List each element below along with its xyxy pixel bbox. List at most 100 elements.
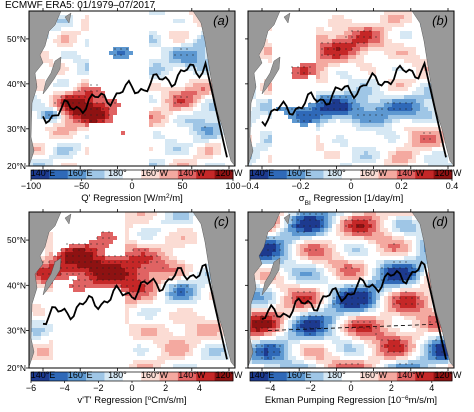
colorbar-tick-label: −4 (265, 383, 275, 393)
colorbar-segment (104, 372, 124, 381)
x-tick-label: 140°E (31, 168, 56, 178)
colorbar-segment (214, 170, 234, 179)
colorbar-segment (177, 170, 197, 179)
land-kamchatka (64, 213, 72, 225)
x-tick-label: 120°W (434, 168, 462, 178)
x-tick-label: 180° (327, 168, 346, 178)
y-tick-label: 40°N (7, 280, 26, 290)
colorbar-segment (360, 372, 380, 381)
x-tick-label: 180° (108, 370, 127, 380)
map-panel-2: (b) −0.4 −0.2 0 0.2 0.4 σBI Regression [1/day/… (241, 8, 458, 207)
x-tick-label: 160°W (360, 168, 388, 178)
colorbar-tick-label: −0.2 (292, 181, 310, 191)
colorbar-segment (305, 170, 324, 179)
colorbar-tick-label: 0 (129, 383, 134, 393)
land-japan (42, 56, 62, 95)
x-tick-label: 140°E (31, 370, 56, 380)
land-kamchatka (283, 213, 291, 225)
colorbar-tick-label: 2 (389, 383, 394, 393)
colorbar-segment (415, 372, 435, 381)
colorbar-segment (159, 372, 179, 381)
map-field-2 (248, 11, 454, 166)
land-asia (29, 11, 62, 166)
colorbar-tick-label: −6 (26, 383, 36, 393)
y-tick-label: 20°N (7, 363, 26, 373)
colorbar-3: −6 −4 −2 0 2 4 v'T' Regression [oCm/s/m] (26, 371, 234, 407)
colorbar-segment (196, 372, 216, 381)
y-tick-label: 50°N (7, 235, 26, 245)
colorbar-segment (177, 372, 197, 381)
colorbar-title: v'T' Regression [oCm/s/m] (77, 395, 186, 407)
x-tick-label: 120°W (215, 168, 243, 178)
x-tick-labels-4: 140°E 160°E 180° 160°W 140°W 120°W (250, 370, 462, 380)
y-tick-label: 30°N (7, 124, 26, 134)
x-tick-label: 160°E (68, 168, 93, 178)
colorbar-segment (360, 170, 380, 179)
colorbar-tick-label: 4 (197, 383, 202, 393)
colorbar-segment (159, 170, 179, 179)
colorbar-segment (122, 372, 142, 381)
map-panel-4: (d) −4 −2 0 2 4 Ekman Pumping Regression [10−6… (245, 209, 455, 407)
sst-front-line (42, 263, 228, 360)
colorbar-segment (378, 372, 398, 381)
map-frame (247, 211, 455, 369)
land-kamchatka (283, 12, 291, 24)
colorbar-tick-label: 2 (163, 383, 168, 393)
x-tick-label: 160°E (287, 168, 312, 178)
colorbar-tick-label: 0 (348, 383, 353, 393)
map-frame (247, 10, 455, 167)
land-japan (261, 257, 281, 296)
x-tick-label: 140°W (178, 370, 206, 380)
panel-label: (d) (432, 214, 448, 229)
colorbar-title: Ekman Pumping Regression [10−6m/s/m] (265, 395, 437, 407)
colorbar-segment (286, 170, 306, 179)
panel-label: (b) (432, 13, 448, 28)
colorbar-segment (286, 372, 306, 381)
colorbar-segment (196, 170, 216, 179)
colorbar-segment (396, 170, 416, 179)
colorbar-segment (268, 372, 288, 381)
colorbar-segment (433, 170, 453, 179)
colorbar-segment (250, 170, 269, 179)
colorbar-tick-label: 50 (177, 181, 187, 191)
colorbar-segment (214, 372, 234, 381)
colorbar-tick-label: −2 (93, 383, 103, 393)
colorbar-tick-label: −50 (74, 181, 89, 191)
colorbar-segment (433, 372, 453, 381)
colorbar-4: −4 −2 0 2 4 Ekman Pumping Regression [10−6m/s… (249, 371, 453, 407)
map-panel-1: 50°N 40°N 30°N 20°N (a) −100 −50 0 50 100 Q' Regre… (7, 8, 241, 204)
map-field-4 (248, 212, 454, 368)
figure-header: ECMWF ERA5: 01/1979–07/2017 (5, 0, 156, 11)
panel-label: (c) (214, 214, 229, 229)
x-tick-label: 160°W (141, 168, 169, 178)
land-japan (261, 56, 281, 95)
x-tick-label: 140°E (250, 168, 275, 178)
x-tick-label: 140°W (178, 168, 206, 178)
colorbar-segment (67, 372, 87, 381)
colorbar-segment (341, 372, 361, 381)
x-tick-label: 120°W (215, 370, 243, 380)
land-asia (29, 212, 62, 368)
x-tick-labels-2: 140°E 160°E 180° 160°W 140°W 120°W (250, 168, 462, 178)
land-asia (248, 11, 281, 166)
land-north-america (411, 212, 454, 368)
colorbar-tick-label: −2 (305, 383, 315, 393)
x-tick-label: 160°W (141, 370, 169, 380)
colorbar-tick-label: −100 (21, 181, 41, 191)
x-tick-label: 120°W (434, 370, 462, 380)
map-field-3 (29, 212, 235, 368)
colorbar-title: σBI Regression [1/day/m] (299, 193, 403, 207)
colorbar-segment (49, 170, 69, 179)
colorbar-segment (67, 170, 87, 179)
x-tick-label: 160°E (68, 370, 93, 380)
colorbar-segment (31, 170, 50, 179)
colorbar-segment (415, 170, 435, 179)
colorbar-tick-label: 0.2 (395, 181, 408, 191)
x-tick-label: 180° (108, 168, 127, 178)
colorbar-tick-label: −0.4 (241, 181, 259, 191)
colorbar-title: Q' Regression [W/m2/m] (81, 193, 183, 205)
colorbar-1: −100 −50 0 50 100 Q' Regression [W/m2/m] (21, 169, 241, 205)
map-field-1 (29, 11, 235, 166)
colorbar-tick-label: −4 (60, 383, 70, 393)
sst-front-line (42, 59, 228, 158)
